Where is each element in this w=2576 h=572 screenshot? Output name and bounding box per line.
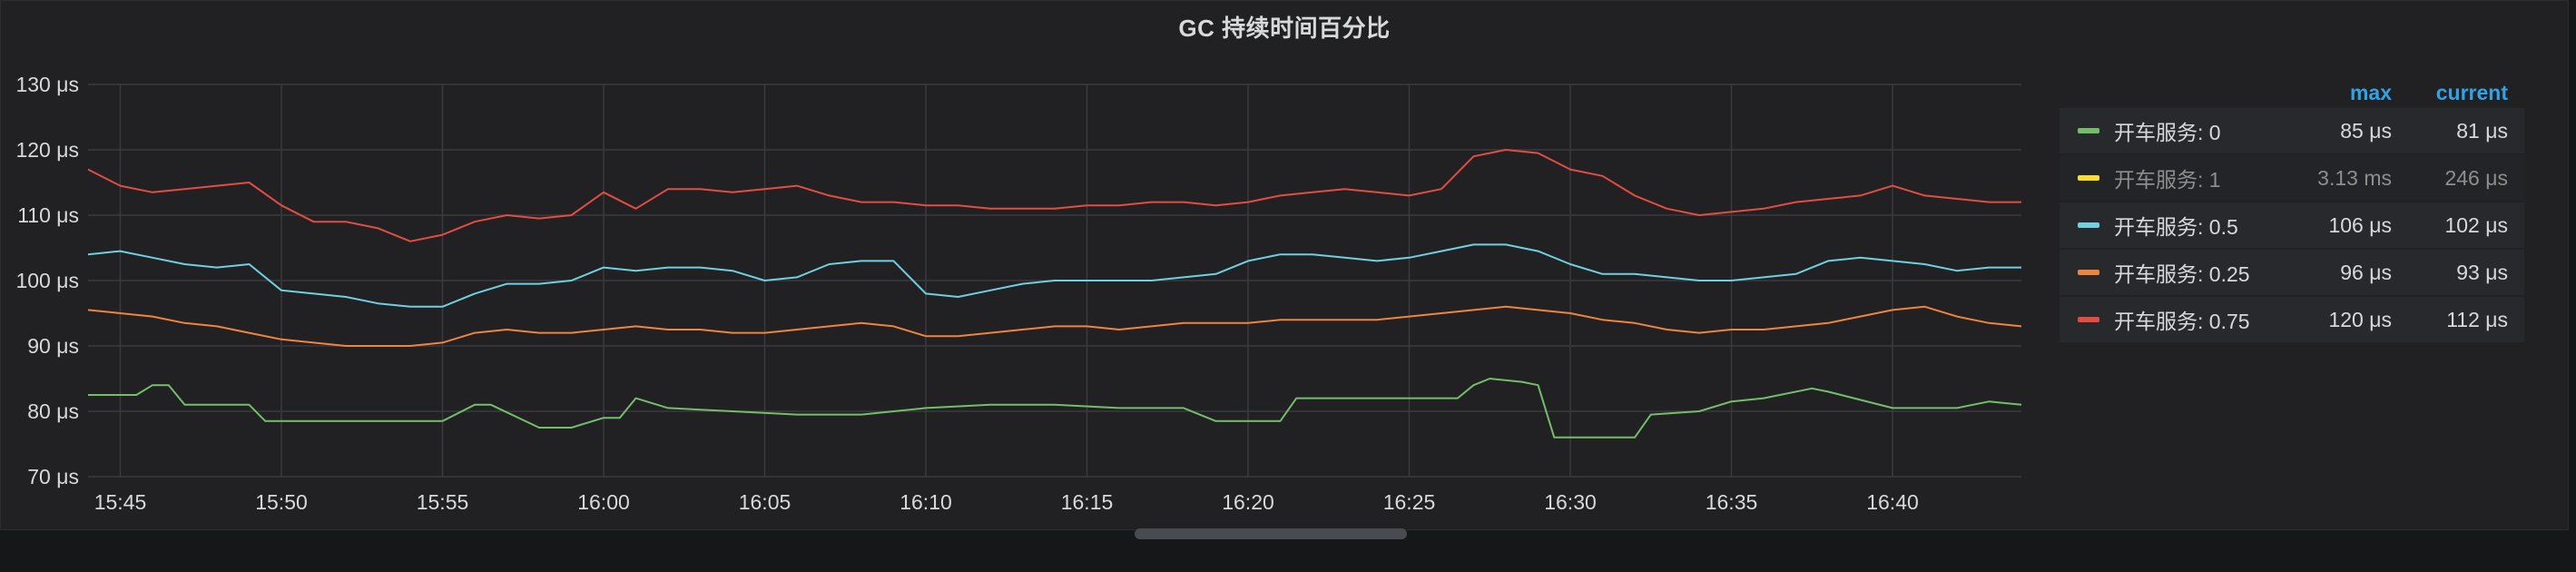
y-tick-label: 80 μs (27, 399, 79, 423)
legend-max-value: 3.13 ms (2317, 165, 2392, 190)
y-tick-label: 70 μs (27, 465, 79, 488)
legend-series-name[interactable]: 开车服务: 0 (2114, 121, 2221, 144)
y-axis: 70 μs 80 μs 90 μs 100 μs 110 μs 120 μs 130 μs (15, 73, 79, 488)
legend-item[interactable]: 开车服务: 0 85 μs 81 μs (2060, 108, 2524, 153)
legend-current-value: 93 μs (2456, 260, 2508, 284)
legend-item[interactable]: 开车服务: 0.25 96 μs 93 μs (2060, 250, 2524, 295)
legend-max-value: 120 μs (2328, 307, 2392, 331)
x-tick-label: 15:45 (94, 490, 147, 514)
legend-current-value: 112 μs (2446, 307, 2508, 331)
series-line[interactable] (87, 305, 2022, 347)
legend-series-name[interactable]: 开车服务: 0.75 (2114, 310, 2250, 333)
y-tick-label: 100 μs (15, 269, 79, 292)
series-line[interactable] (88, 378, 2022, 439)
legend: max current 开车服务: 0 85 μs 81 μs 开车服务: 1 … (2060, 79, 2524, 342)
y-tick-label: 110 μs (17, 203, 79, 227)
x-axis: 15:45 15:50 15:55 16:00 16:05 16:10 16:15 16:20… (94, 490, 1919, 514)
legend-series-name[interactable]: 开车服务: 0.25 (2114, 262, 2250, 286)
x-tick-label: 16:25 (1383, 490, 1436, 514)
series-color-swatch[interactable] (2078, 270, 2099, 275)
legend-header: max current (2060, 79, 2524, 106)
legend-current-value: 102 μs (2444, 212, 2508, 237)
x-tick-label: 16:10 (900, 490, 952, 514)
series-color-swatch[interactable] (2078, 128, 2099, 133)
series-color-swatch[interactable] (2078, 175, 2099, 181)
x-tick-label: 16:40 (1866, 490, 1919, 514)
panel-title[interactable]: GC 持续时间百分比 (1178, 15, 1391, 42)
series-color-swatch[interactable] (2078, 317, 2099, 322)
legend-max-header[interactable]: max (2349, 80, 2392, 104)
y-tick-label: 90 μs (27, 334, 79, 358)
series-line[interactable] (87, 149, 2021, 242)
legend-item[interactable]: 开车服务: 0.75 120 μs 112 μs (2060, 297, 2524, 342)
x-tick-label: 16:05 (739, 490, 791, 514)
x-tick-label: 16:35 (1706, 490, 1758, 514)
legend-max-value: 85 μs (2340, 118, 2392, 143)
y-tick-label: 120 μs (15, 138, 79, 162)
legend-item[interactable]: 开车服务: 1 3.13 ms 246 μs (2060, 155, 2524, 201)
legend-series-name[interactable]: 开车服务: 1 (2114, 168, 2221, 192)
x-tick-label: 16:20 (1222, 490, 1274, 514)
series-color-swatch[interactable] (2078, 222, 2099, 228)
y-tick-label: 130 μs (15, 73, 79, 96)
legend-current-value: 246 μs (2444, 165, 2508, 190)
x-tick-label: 15:55 (417, 490, 469, 514)
legend-series-name[interactable]: 开车服务: 0.5 (2114, 215, 2238, 239)
chart-series (87, 149, 2022, 439)
legend-current-header[interactable]: current (2435, 80, 2508, 104)
x-tick-label: 15:50 (255, 490, 308, 514)
legend-max-value: 96 μs (2340, 260, 2392, 284)
x-tick-label: 16:30 (1544, 490, 1597, 514)
legend-max-value: 106 μs (2328, 212, 2392, 237)
horizontal-scrollbar[interactable] (1135, 528, 1407, 539)
legend-current-value: 81 μs (2456, 118, 2508, 143)
legend-item[interactable]: 开车服务: 0.5 106 μs 102 μs (2060, 202, 2524, 248)
x-tick-label: 16:00 (577, 490, 630, 514)
graph-panel: GC 持续时间百分比 70 μs 80 μs 90 μs 100 μs 110 μs 12… (0, 0, 2569, 530)
x-tick-label: 16:15 (1061, 490, 1114, 514)
series-line[interactable] (87, 243, 2021, 308)
